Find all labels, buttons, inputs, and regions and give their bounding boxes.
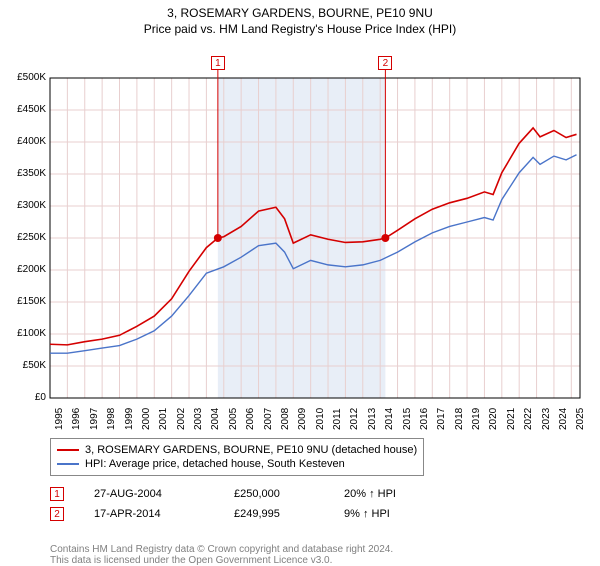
x-axis-label: 2023 bbox=[541, 408, 552, 430]
x-axis-label: 2004 bbox=[210, 408, 221, 430]
x-axis-label: 2018 bbox=[454, 408, 465, 430]
x-axis-label: 2017 bbox=[436, 408, 447, 430]
legend-swatch bbox=[57, 463, 79, 465]
attribution-line: Contains HM Land Registry data © Crown c… bbox=[50, 544, 393, 555]
sale-delta: 20% ↑ HPI bbox=[344, 488, 396, 500]
y-axis-label: £150K bbox=[6, 296, 46, 307]
x-axis-label: 2001 bbox=[158, 408, 169, 430]
x-axis-label: 2010 bbox=[315, 408, 326, 430]
sale-price: £249,995 bbox=[234, 508, 314, 520]
x-axis-label: 1995 bbox=[54, 408, 65, 430]
y-axis-label: £500K bbox=[6, 72, 46, 83]
x-axis-label: 2003 bbox=[193, 408, 204, 430]
x-axis-label: 2002 bbox=[176, 408, 187, 430]
x-axis-label: 2019 bbox=[471, 408, 482, 430]
y-axis-label: £250K bbox=[6, 232, 46, 243]
line-chart bbox=[0, 36, 600, 400]
sale-flag-2: 2 bbox=[378, 56, 392, 70]
x-axis-label: 2020 bbox=[488, 408, 499, 430]
sale-delta: 9% ↑ HPI bbox=[344, 508, 390, 520]
x-axis-label: 1999 bbox=[124, 408, 135, 430]
chart-subtitle: Price paid vs. HM Land Registry's House … bbox=[0, 20, 600, 36]
legend-item: 3, ROSEMARY GARDENS, BOURNE, PE10 9NU (d… bbox=[57, 443, 417, 457]
x-axis-label: 2014 bbox=[384, 408, 395, 430]
y-axis-label: £100K bbox=[6, 328, 46, 339]
x-axis-label: 2022 bbox=[523, 408, 534, 430]
legend-label: 3, ROSEMARY GARDENS, BOURNE, PE10 9NU (d… bbox=[85, 444, 417, 456]
x-axis-label: 1996 bbox=[71, 408, 82, 430]
sale-date: 17-APR-2014 bbox=[94, 508, 204, 520]
y-axis-label: £350K bbox=[6, 168, 46, 179]
x-axis-label: 2009 bbox=[297, 408, 308, 430]
sale-date: 27-AUG-2004 bbox=[94, 488, 204, 500]
y-axis-label: £400K bbox=[6, 136, 46, 147]
sales-table: 1 27-AUG-2004 £250,000 20% ↑ HPI 2 17-APR-201… bbox=[50, 484, 396, 524]
legend-item: HPI: Average price, detached house, Sout… bbox=[57, 457, 417, 471]
x-axis-label: 1997 bbox=[89, 408, 100, 430]
y-axis-label: £300K bbox=[6, 200, 46, 211]
attribution: Contains HM Land Registry data © Crown c… bbox=[50, 544, 393, 566]
x-axis-label: 2016 bbox=[419, 408, 430, 430]
x-axis-label: 2013 bbox=[367, 408, 378, 430]
attribution-line: This data is licensed under the Open Gov… bbox=[50, 555, 393, 566]
x-axis-label: 2011 bbox=[332, 408, 343, 430]
sales-row: 1 27-AUG-2004 £250,000 20% ↑ HPI bbox=[50, 484, 396, 504]
sale-flag-1: 1 bbox=[211, 56, 225, 70]
x-axis-label: 1998 bbox=[106, 408, 117, 430]
legend-swatch bbox=[57, 449, 79, 451]
x-axis-label: 2000 bbox=[141, 408, 152, 430]
sale-marker-num: 1 bbox=[50, 487, 64, 501]
sale-price: £250,000 bbox=[234, 488, 314, 500]
x-axis-label: 2012 bbox=[349, 408, 360, 430]
x-axis-label: 2025 bbox=[575, 408, 586, 430]
sales-row: 2 17-APR-2014 £249,995 9% ↑ HPI bbox=[50, 504, 396, 524]
chart-title: 3, ROSEMARY GARDENS, BOURNE, PE10 9NU bbox=[0, 0, 600, 20]
legend-label: HPI: Average price, detached house, Sout… bbox=[85, 458, 345, 470]
x-axis-label: 2008 bbox=[280, 408, 291, 430]
y-axis-label: £50K bbox=[6, 360, 46, 371]
y-axis-label: £200K bbox=[6, 264, 46, 275]
legend: 3, ROSEMARY GARDENS, BOURNE, PE10 9NU (d… bbox=[50, 438, 424, 476]
x-axis-label: 2021 bbox=[506, 408, 517, 430]
x-axis-label: 2007 bbox=[263, 408, 274, 430]
x-axis-label: 2005 bbox=[228, 408, 239, 430]
x-axis-label: 2024 bbox=[558, 408, 569, 430]
y-axis-label: £450K bbox=[6, 104, 46, 115]
y-axis-label: £0 bbox=[6, 392, 46, 403]
sale-marker-num: 2 bbox=[50, 507, 64, 521]
x-axis-label: 2015 bbox=[402, 408, 413, 430]
x-axis-label: 2006 bbox=[245, 408, 256, 430]
